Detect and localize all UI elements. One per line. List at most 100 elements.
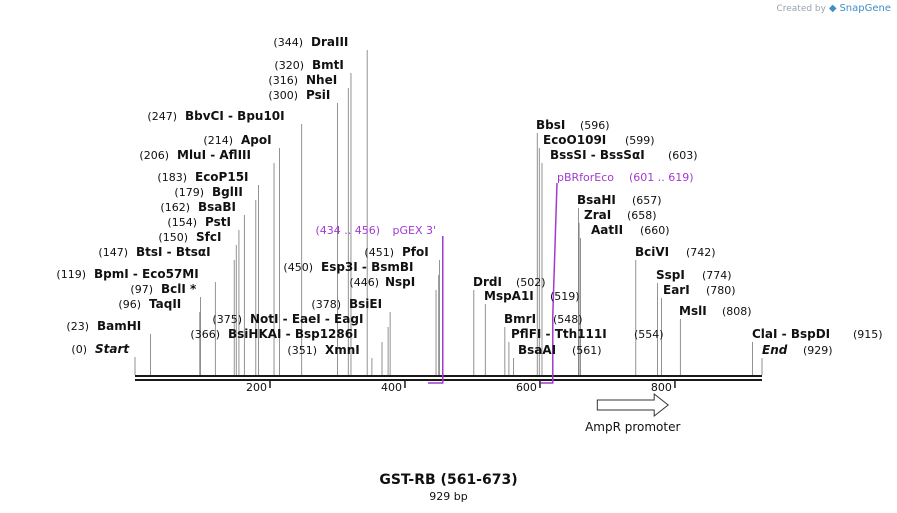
site-position-mspa1i: (519) [550, 290, 580, 303]
site-label-esp3i-bsmbi: Esp3I - BsmBI [321, 260, 413, 274]
site-position-bamhi: (23) [66, 320, 89, 333]
site-label-mlui-afliii: MluI - AflIII [177, 148, 251, 162]
primer-label-pbrforeco: pBRforEco [557, 171, 614, 184]
axis-tick-label: 800 [651, 381, 672, 394]
primer-marker-pgex-3 [427, 236, 444, 384]
primer-annotations: pGEX 3' (434 .. 456) pBRforEco (601 .. 619) [315, 171, 694, 384]
site-position-psii: (300) [268, 89, 298, 102]
site-label-bsssi-bsss-i: BssSI - BssSαI [550, 148, 645, 162]
feature-annotations: AmpR promoter [585, 392, 680, 434]
site-position-aatii: (660) [640, 224, 670, 237]
site-label-msli: MslI [679, 304, 707, 318]
site-label-bbsi: BbsI [536, 118, 565, 132]
site-label-pfoi: PfoI [402, 245, 429, 259]
primer-range-pbrforeco: (601 .. 619) [629, 171, 694, 184]
site-position-psti: (154) [167, 216, 197, 229]
site-label-end: End [762, 343, 788, 357]
primer-marker-pbrforeco [540, 182, 558, 384]
site-position-mlui-afliii: (206) [139, 149, 169, 162]
site-position-bpmi-eco57mi: (119) [56, 268, 86, 281]
leader-lines [134, 50, 763, 375]
site-label-noti-eaei-eagi: NotI - EaeI - EagI [250, 312, 363, 326]
axis-ticks: 200 400 600 800 [246, 380, 676, 394]
site-label-sfci: SfcI [196, 230, 221, 244]
primer-range-pgex-3: (434 .. 456) [315, 224, 380, 237]
site-label-sspi: SspI [656, 268, 685, 282]
sequence-backbone [135, 375, 762, 381]
site-position-clai-bspdi: (915) [853, 328, 883, 341]
site-label-draiii: DraIII [311, 35, 348, 49]
site-label-drdi: DrdI [473, 275, 502, 289]
site-position-noti-eaei-eagi: (375) [212, 313, 242, 326]
site-position-bglii: (179) [174, 186, 204, 199]
site-position-start: (0) [71, 343, 87, 356]
site-position-pfoi: (451) [364, 246, 394, 259]
site-position-pflfi-tth111i: (554) [634, 328, 664, 341]
site-position-bsaai: (561) [572, 344, 602, 357]
site-label-bmri: BmrI [504, 312, 536, 326]
site-position-bsahi: (657) [632, 194, 662, 207]
site-label-bsihkai-bsp1286i: BsiHKAI - Bsp1286I [228, 327, 358, 341]
site-position-nspi: (446) [349, 276, 379, 289]
site-position-drdi: (502) [516, 276, 546, 289]
site-label-ecoo109i: EcoO109I [543, 133, 606, 147]
snapgene-logo-icon: ◆ [828, 3, 837, 14]
site-position-end: (929) [803, 344, 833, 357]
site-label-bglii: BglII [212, 185, 243, 199]
axis-tick-label: 600 [516, 381, 537, 394]
site-label-zrai: ZraI [584, 208, 611, 222]
site-position-btsi-bts-i: (147) [98, 246, 128, 259]
site-label-mspa1i: MspA1I [484, 289, 534, 303]
site-label-bsabi: BsaBI [198, 200, 236, 214]
site-label-clai-bspdi: ClaI - BspDI [752, 327, 830, 341]
site-position-apoi: (214) [203, 134, 233, 147]
site-position-ecop15i: (183) [157, 171, 187, 184]
site-position-bsssi-bsss-i: (603) [668, 149, 698, 162]
site-label-bamhi: BamHI [97, 319, 141, 333]
site-position-zrai: (658) [627, 209, 657, 222]
feature-arrow-ampr-promoter [596, 392, 669, 418]
site-label-ecop15i: EcoP15I [195, 170, 249, 184]
site-label-apoi: ApoI [241, 133, 272, 147]
site-position-esp3i-bsmbi: (450) [283, 261, 313, 274]
site-position-xmni: (351) [287, 344, 317, 357]
site-label-start: Start [95, 342, 130, 356]
site-position-sspi: (774) [702, 269, 732, 282]
site-position-sfci: (150) [158, 231, 188, 244]
site-label-taqii: TaqII [149, 297, 181, 311]
site-position-bbvci-bpu10i: (247) [147, 110, 177, 123]
backbone-top-strand [135, 375, 762, 377]
site-position-draiii: (344) [273, 36, 303, 49]
site-labels: Start (0) BamHI (23) TaqII (96) BclI * (97) BpmI… [56, 35, 882, 357]
site-label-psti: PstI [205, 215, 231, 229]
site-label-xmni: XmnI [325, 343, 360, 357]
site-label-aatii: AatII [591, 223, 623, 237]
site-position-eari: (780) [706, 284, 736, 297]
site-position-bsiei: (378) [311, 298, 341, 311]
site-label-nhei: NheI [306, 73, 337, 87]
snapgene-credit: Created by ◆ SnapGene [776, 3, 891, 14]
site-position-taqii: (96) [118, 298, 141, 311]
axis-tick-label: 400 [381, 381, 402, 394]
feature-label-ampr-promoter: AmpR promoter [585, 420, 680, 434]
map-title: GST-RB (561-673) [379, 472, 518, 488]
primer-label-pgex-3: pGEX 3' [392, 224, 436, 237]
site-label-nspi: NspI [385, 275, 415, 289]
axis-tick-label: 200 [246, 381, 267, 394]
backbone-bottom-strand [135, 379, 762, 381]
site-position-nhei: (316) [268, 74, 298, 87]
site-position-ecoo109i: (599) [625, 134, 655, 147]
credit-brand: SnapGene [839, 3, 891, 14]
site-label-bsaai: BsaAI [518, 343, 556, 357]
site-position-bsabi: (162) [160, 201, 190, 214]
site-label-btsi-bts-i: BtsI - BtsαI [136, 245, 211, 259]
site-label-bbvci-bpu10i: BbvCI - Bpu10I [185, 109, 285, 123]
site-label-bpmi-eco57mi: BpmI - Eco57MI [94, 267, 199, 281]
site-label-bmti: BmtI [312, 58, 344, 72]
site-position-msli: (808) [722, 305, 752, 318]
site-label-psii: PsiI [306, 88, 330, 102]
site-label-bsahi: BsaHI [577, 193, 616, 207]
site-position-bcli: (97) [130, 283, 153, 296]
site-label-eari: EarI [663, 283, 690, 297]
